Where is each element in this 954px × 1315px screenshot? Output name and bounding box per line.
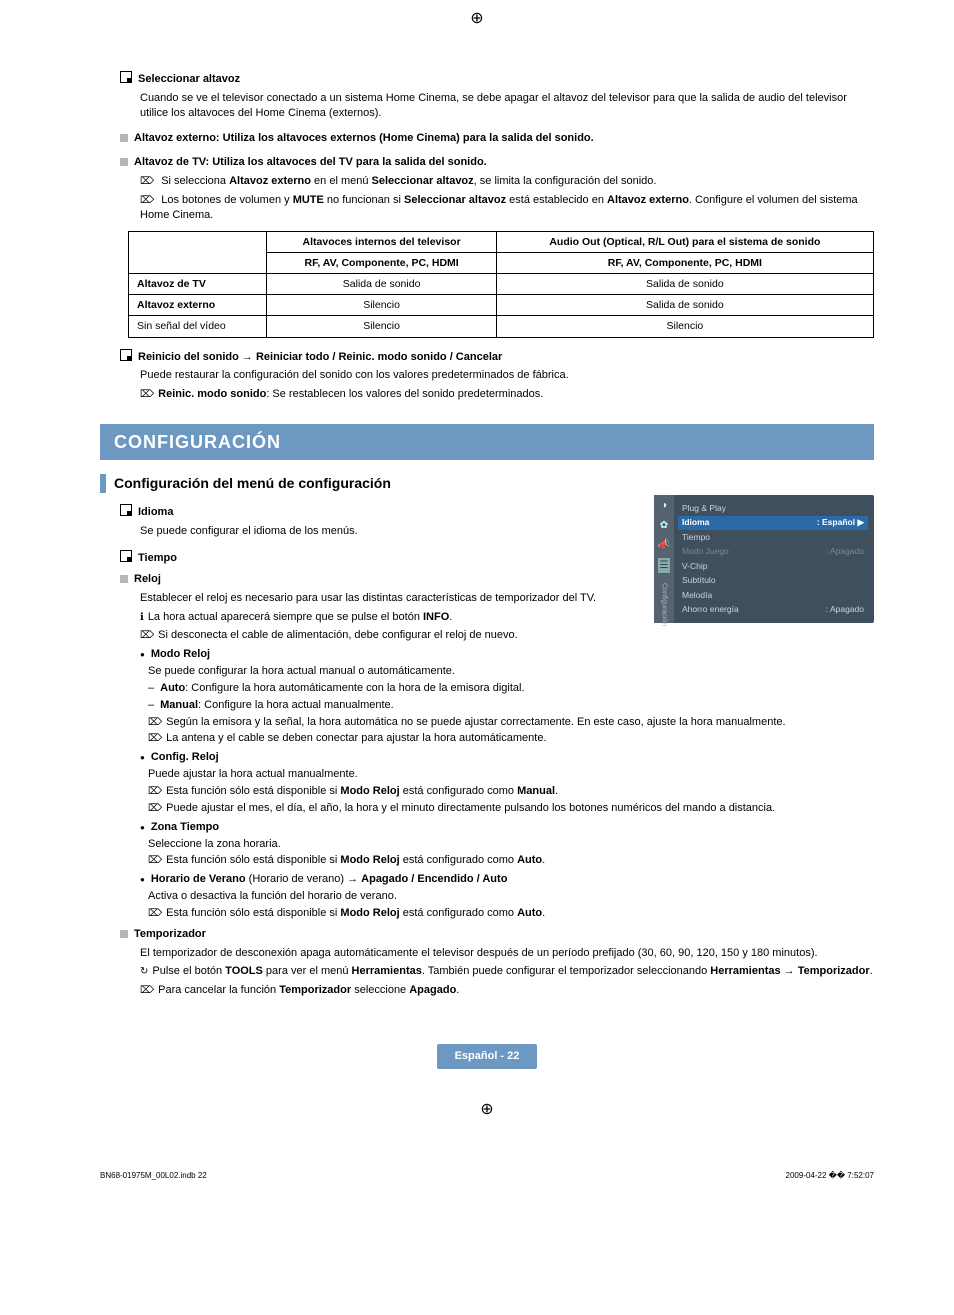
- osd-icon-1: ◑: [661, 499, 667, 513]
- osd-row-modojuego: Modo Juego: Apagado: [678, 545, 868, 559]
- tv-speaker-note2: Los botones de volumen y MUTE no funcion…: [140, 193, 874, 223]
- th-rf1: RF, AV, Componente, PC, HDMI: [267, 252, 496, 273]
- heading-sound-reset: Reinicio del sonido → Reiniciar todo / R…: [120, 348, 874, 365]
- row-temporizador: Temporizador El temporizador de desconex…: [120, 927, 874, 998]
- heading-configuracion: CONFIGURACIÓN: [100, 424, 874, 460]
- th-internal: Altavoces internos del televisor: [267, 231, 496, 252]
- osd-icon-4: ☰: [658, 558, 671, 574]
- subheading-config-menu: Configuración del menú de configuración: [100, 474, 874, 493]
- subheading-text: Configuración del menú de configuración: [114, 474, 391, 493]
- verano-desc: Activa o desactiva la función del horari…: [148, 889, 874, 904]
- row-ext-speaker: Altavoz externo: Utiliza los altavoces e…: [120, 131, 874, 146]
- row-reloj: Reloj Establecer el reloj es necesario p…: [120, 572, 874, 921]
- speaker-table: Altavoces internos del televisor Audio O…: [128, 231, 874, 338]
- osd-icon-3: 📣: [658, 538, 670, 552]
- sound-reset-note: Reinic. modo sonido: Se restablecen los …: [140, 387, 874, 402]
- blue-bar-icon: [100, 474, 106, 493]
- section-speaker-select: Seleccionar altavoz Cuando se ve el tele…: [120, 70, 874, 121]
- td-r3-label: Sin señal del vídeo: [129, 316, 267, 337]
- osd-sidebar: ◑ ✿ 📣 ☰ Configuración: [654, 495, 674, 623]
- zona-tiempo: Zona Tiempo: [140, 820, 874, 835]
- modo-auto: Auto: Configure la hora automáticamente …: [148, 681, 874, 696]
- sound-reset-desc: Puede restaurar la configuración del son…: [140, 368, 874, 383]
- osd-menu-screenshot: ◑ ✿ 📣 ☰ Configuración Plug & Play Idioma…: [654, 495, 874, 623]
- horario-verano: Horario de Verano (Horario de verano) → …: [140, 872, 874, 887]
- doc-footer: BN68-01975M_00L02.indb 22 2009-04-22 �� …: [100, 1171, 874, 1182]
- config-reloj-n2: Puede ajustar el mes, el día, el año, la…: [148, 801, 874, 816]
- tv-speaker-title: Altavoz de TV: Utiliza los altavoces del…: [134, 156, 487, 168]
- th-audio-out: Audio Out (Optical, R/L Out) para el sis…: [496, 231, 873, 252]
- temp-note: Para cancelar la función Temporizador se…: [140, 983, 874, 998]
- osd-row-ahorro: Ahorro energía: Apagado: [678, 603, 868, 617]
- page-badge: Español - 22: [437, 1044, 538, 1069]
- td-r1-label: Altavoz de TV: [129, 274, 267, 295]
- ext-speaker-title: Altavoz externo: Utiliza los altavoces e…: [134, 132, 594, 144]
- section-sound-reset: Reinicio del sonido → Reiniciar todo / R…: [120, 348, 874, 403]
- osd-row-tiempo: Tiempo: [678, 530, 868, 544]
- td-r2-label: Altavoz externo: [129, 295, 267, 316]
- temp-tools: Pulse el botón TOOLS para ver el menú He…: [140, 964, 874, 979]
- th-rf2: RF, AV, Componente, PC, HDMI: [496, 252, 873, 273]
- td-r3-int: Silencio: [267, 316, 496, 337]
- reloj-title: Reloj: [134, 573, 161, 585]
- row-tv-speaker: Altavoz de TV: Utiliza los altavoces del…: [120, 155, 874, 222]
- td-r2-out: Salida de sonido: [496, 295, 873, 316]
- td-r1-int: Salida de sonido: [267, 274, 496, 295]
- modo-note2: La antena y el cable se deben conectar p…: [148, 731, 874, 746]
- config-reloj: Config. Reloj: [140, 750, 874, 765]
- page-footer: Español - 22: [100, 1044, 874, 1069]
- reloj-note: Si desconecta el cable de alimentación, …: [140, 628, 874, 643]
- registration-mark-top: ⊕: [470, 8, 483, 30]
- temp-title: Temporizador: [134, 928, 206, 940]
- osd-icon-2: ✿: [660, 519, 668, 533]
- footer-left: BN68-01975M_00L02.indb 22: [100, 1171, 207, 1182]
- temp-desc: El temporizador de desconexión apaga aut…: [140, 946, 874, 961]
- osd-row-plugplay: Plug & Play: [678, 501, 868, 515]
- config-reloj-desc: Puede ajustar la hora actual manualmente…: [148, 767, 874, 782]
- config-reloj-n1: Esta función sólo está disponible si Mod…: [148, 784, 874, 799]
- osd-row-melodia: Melodía: [678, 588, 868, 602]
- td-r1-out: Salida de sonido: [496, 274, 873, 295]
- zona-desc: Seleccione la zona horaria.: [148, 837, 874, 852]
- verano-note: Esta función sólo está disponible si Mod…: [148, 906, 874, 921]
- osd-row-subtitulo: Subtítulo: [678, 574, 868, 588]
- osd-row-idioma: Idioma: Español ▶: [678, 516, 868, 530]
- modo-reloj: Modo Reloj: [140, 647, 874, 662]
- modo-note1: Según la emisora y la señal, la hora aut…: [148, 715, 874, 730]
- td-r3-out: Silencio: [496, 316, 873, 337]
- speaker-select-desc: Cuando se ve el televisor conectado a un…: [140, 91, 874, 121]
- osd-side-label: Configuración: [659, 583, 668, 626]
- modo-manual: Manual: Configure la hora actual manualm…: [148, 698, 874, 713]
- tv-speaker-note1: Si selecciona Altavoz externo en el menú…: [140, 174, 874, 189]
- td-r2-int: Silencio: [267, 295, 496, 316]
- zona-note: Esta función sólo está disponible si Mod…: [148, 853, 874, 868]
- osd-row-vchip: V-Chip: [678, 559, 868, 573]
- registration-mark-bottom: ⊕: [100, 1099, 874, 1121]
- footer-right: 2009-04-22 �� 7:52:07: [786, 1171, 874, 1182]
- heading-speaker-select: Seleccionar altavoz: [120, 70, 874, 87]
- modo-reloj-desc: Se puede configurar la hora actual manua…: [148, 664, 874, 679]
